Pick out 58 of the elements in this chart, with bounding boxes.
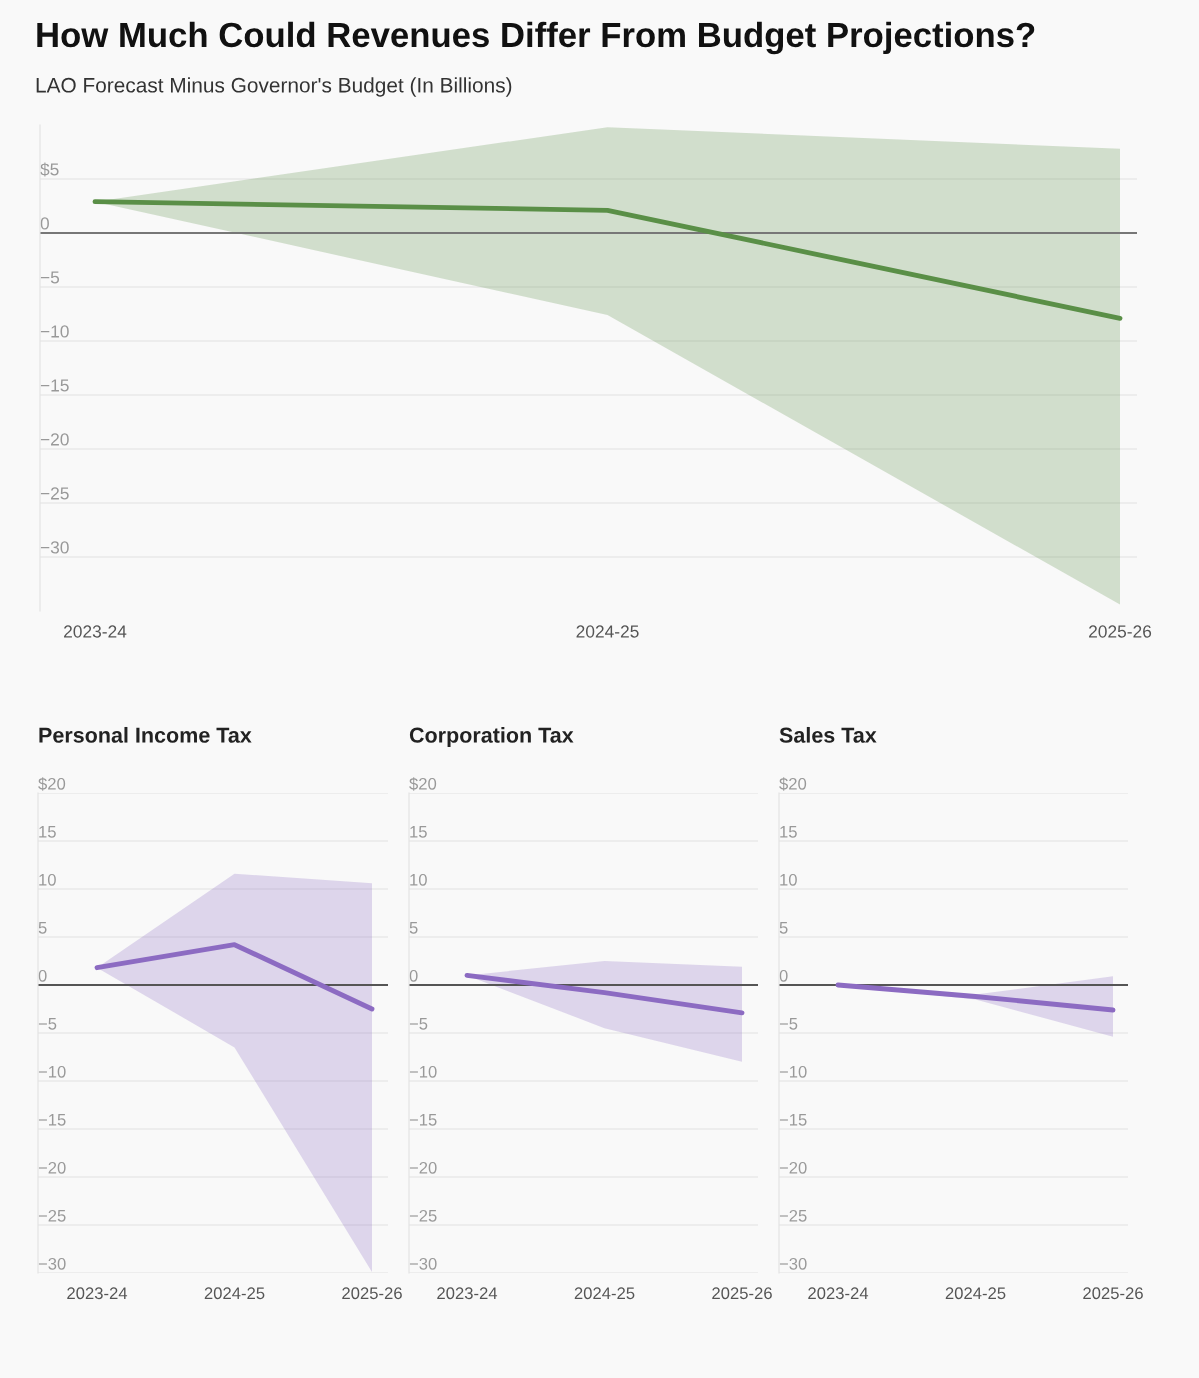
y-tick-label: −20 [409, 1161, 437, 1174]
y-tick-label: 15 [410, 826, 427, 838]
chart-title: Personal Income Tax [39, 726, 252, 743]
y-tick-label: −30 [409, 1257, 437, 1270]
x-tick-label: 2025-26 [1089, 625, 1152, 638]
y-tick-label: 0 [409, 969, 418, 982]
y-tick-label: −15 [40, 379, 69, 392]
y-tick-label: −20 [38, 1161, 66, 1174]
x-tick-label: 2025-26 [342, 1287, 402, 1300]
x-tick-label: 2023-24 [67, 1287, 128, 1300]
y-tick-label: $20 [38, 777, 66, 791]
y-tick-label: $20 [779, 777, 807, 791]
y-tick-label: 5 [779, 922, 788, 934]
x-tick-label: 2024-25 [204, 1287, 265, 1300]
y-tick-label: $5 [40, 162, 59, 177]
y-tick-label: 5 [38, 922, 47, 934]
y-tick-label: −5 [40, 271, 60, 284]
x-tick-label: 2023-24 [437, 1287, 498, 1300]
y-tick-label: −15 [779, 1114, 807, 1126]
y-tick-label: −25 [40, 487, 69, 500]
y-tick-label: −10 [779, 1065, 807, 1078]
y-tick-label: −15 [409, 1114, 437, 1126]
x-tick-label: 2023-24 [64, 625, 127, 638]
y-tick-label: 15 [39, 826, 56, 838]
y-tick-label: 10 [410, 873, 427, 886]
y-tick-label: 10 [780, 873, 797, 886]
y-tick-label: −5 [38, 1018, 57, 1030]
chart-title: How Much Could Revenues Differ From Budget Projections? [37, 21, 1035, 55]
x-tick-label: 2024-25 [574, 1287, 635, 1300]
chart-title: Corporation Tax [409, 726, 574, 748]
x-tick-label: 2024-25 [945, 1287, 1006, 1300]
y-tick-label: 5 [409, 922, 418, 934]
y-tick-label: −25 [779, 1209, 807, 1222]
y-tick-label: 0 [38, 969, 47, 982]
x-tick-label: 2025-26 [1083, 1287, 1143, 1300]
x-tick-label: 2023-24 [808, 1287, 869, 1300]
y-tick-label: −10 [38, 1065, 66, 1078]
y-tick-label: 15 [780, 826, 797, 838]
y-tick-label: −10 [40, 325, 69, 338]
y-tick-label: −30 [38, 1257, 66, 1270]
y-tick-label: −25 [38, 1209, 66, 1222]
y-tick-label: 10 [39, 873, 56, 886]
y-tick-label: −30 [40, 541, 69, 554]
y-tick-label: −30 [779, 1257, 807, 1270]
y-tick-label: −5 [779, 1018, 798, 1030]
y-tick-label: −5 [409, 1018, 428, 1030]
x-tick-label: 2024-25 [576, 625, 639, 638]
y-tick-label: 0 [40, 217, 49, 230]
x-tick-label: 2025-26 [712, 1287, 772, 1300]
y-tick-label: −25 [409, 1209, 437, 1222]
y-tick-label: −20 [40, 433, 69, 446]
y-tick-label: −10 [409, 1065, 437, 1078]
chart-subtitle: LAO Forecast Minus Governor's Budget (In Billions) [36, 77, 512, 97]
y-tick-label: 0 [779, 969, 788, 982]
chart-title: Sales Tax [779, 726, 877, 743]
y-tick-label: −20 [779, 1161, 807, 1174]
y-tick-label: −15 [38, 1114, 66, 1126]
y-tick-label: $20 [409, 777, 437, 791]
